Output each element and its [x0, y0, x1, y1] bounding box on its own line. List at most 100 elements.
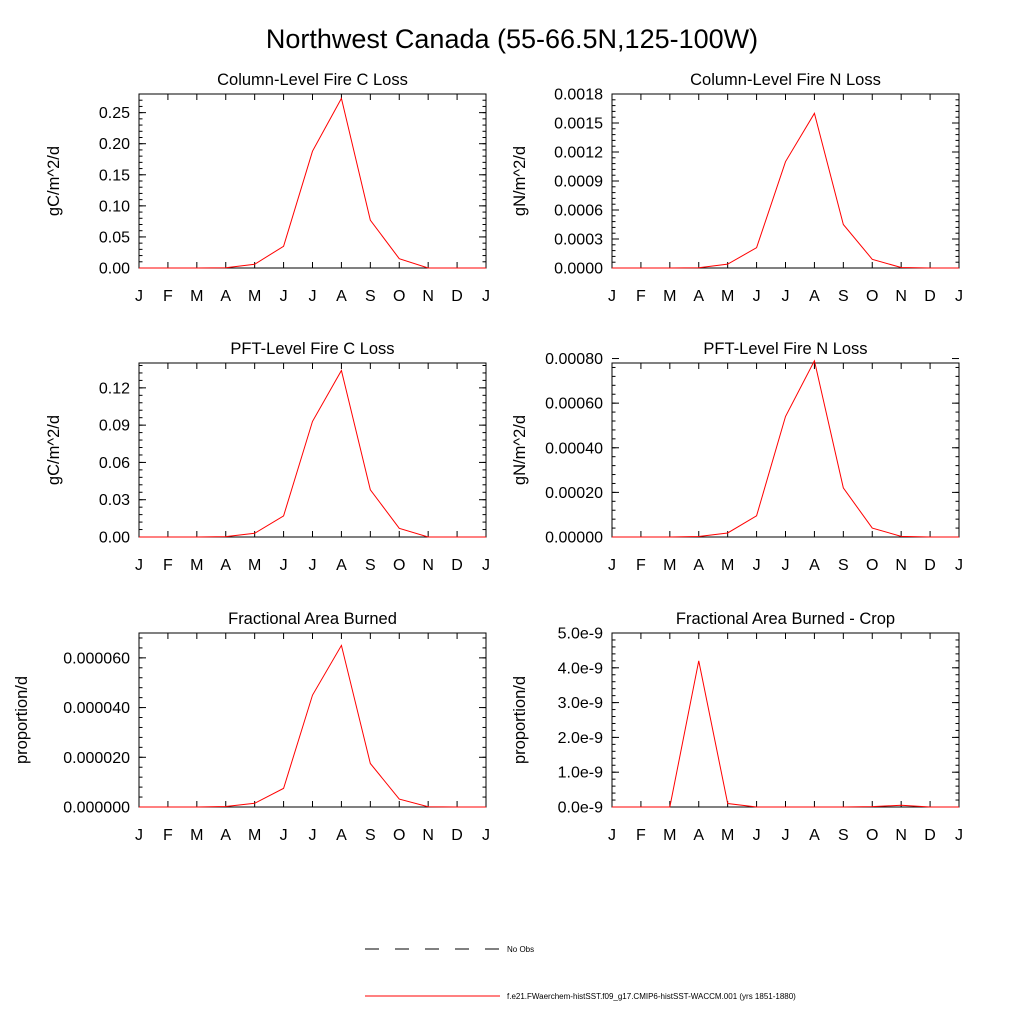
x-tick-label: J	[135, 557, 143, 574]
x-tick-label: J	[782, 557, 790, 574]
y-tick-label: 0.03	[99, 492, 130, 509]
series-line	[612, 660, 959, 808]
plot-frame	[138, 632, 487, 808]
plot-frame	[138, 362, 487, 538]
x-tick-label: A	[809, 827, 820, 844]
x-tick-label: A	[693, 288, 704, 305]
x-tick-label: A	[220, 288, 231, 305]
series-line	[612, 359, 959, 538]
x-tick-label: F	[636, 557, 646, 574]
x-tick-label: J	[955, 827, 963, 844]
x-tick-label: D	[924, 827, 936, 844]
figure-title: Northwest Canada (55-66.5N,125-100W)	[266, 24, 758, 54]
x-tick-label: D	[451, 557, 463, 574]
legend: No Obs f.e21.FWaerchem-histSST.f09_g17.C…	[365, 945, 796, 1001]
x-tick-label: M	[190, 557, 203, 574]
x-tick-label: S	[365, 827, 376, 844]
y-tick-label: 0.15	[99, 167, 130, 184]
x-tick-label: J	[753, 557, 761, 574]
x-tick-label: A	[809, 288, 820, 305]
x-tick-label: J	[280, 557, 288, 574]
x-tick-label: M	[248, 827, 261, 844]
y-tick-label: 0.0015	[554, 116, 603, 133]
y-tick-label: 0.00000	[545, 530, 603, 547]
y-tick-label: 0.20	[99, 136, 130, 153]
x-tick-label: F	[163, 557, 173, 574]
panel-title: Column-Level Fire C Loss	[217, 71, 408, 89]
panel-title: Fractional Area Burned	[228, 610, 397, 628]
y-tick-label: 0.0000	[554, 261, 603, 278]
y-tick-label: 0.0006	[554, 203, 603, 220]
x-tick-label: J	[753, 827, 761, 844]
x-tick-label: S	[838, 557, 849, 574]
y-tick-label: 0.00060	[545, 396, 603, 413]
y-tick-label: 0.10	[99, 198, 130, 215]
x-tick-label: A	[336, 288, 347, 305]
x-tick-label: M	[721, 288, 734, 305]
x-tick-label: J	[309, 557, 317, 574]
y-tick-label: 1.0e-9	[558, 765, 603, 782]
x-tick-label: N	[895, 288, 907, 305]
plot-frame	[611, 362, 960, 538]
series-line	[139, 96, 486, 269]
x-tick-label: J	[608, 557, 616, 574]
x-tick-label: N	[422, 827, 434, 844]
y-tick-label: 0.06	[99, 455, 130, 472]
x-tick-label: D	[924, 557, 936, 574]
y-tick-label: 0.00020	[545, 485, 603, 502]
x-tick-label: M	[663, 288, 676, 305]
x-tick-label: O	[393, 288, 405, 305]
x-tick-label: J	[135, 288, 143, 305]
series-line	[139, 644, 486, 808]
y-tick-label: 0.0e-9	[558, 800, 603, 817]
x-tick-label: F	[636, 288, 646, 305]
x-tick-label: J	[608, 827, 616, 844]
y-axis-label: proportion/d	[13, 676, 31, 764]
y-axis-label: gC/m^2/d	[45, 415, 63, 485]
y-tick-label: 0.0003	[554, 232, 603, 249]
x-tick-label: J	[955, 288, 963, 305]
legend-label-model: f.e21.FWaerchem-histSST.f09_g17.CMIP6-hi…	[507, 992, 796, 1001]
x-tick-label: J	[482, 557, 490, 574]
x-tick-label: M	[248, 288, 261, 305]
x-tick-label: J	[782, 288, 790, 305]
x-tick-label: A	[336, 827, 347, 844]
y-tick-label: 0.000020	[63, 750, 130, 767]
x-tick-label: S	[838, 288, 849, 305]
x-tick-label: A	[220, 557, 231, 574]
y-tick-label: 0.00	[99, 530, 130, 547]
x-tick-label: S	[365, 557, 376, 574]
y-tick-label: 0.12	[99, 380, 130, 397]
x-tick-label: M	[190, 288, 203, 305]
x-tick-label: D	[924, 288, 936, 305]
x-tick-label: A	[336, 557, 347, 574]
x-tick-label: A	[693, 557, 704, 574]
x-tick-label: F	[163, 288, 173, 305]
x-tick-label: J	[782, 827, 790, 844]
y-tick-label: 3.0e-9	[558, 695, 603, 712]
x-tick-label: J	[280, 827, 288, 844]
x-tick-label: M	[663, 827, 676, 844]
x-tick-label: O	[393, 827, 405, 844]
panel-title: Column-Level Fire N Loss	[690, 71, 881, 89]
y-tick-label: 0.0018	[554, 87, 603, 104]
panel-title: PFT-Level Fire C Loss	[230, 340, 394, 358]
x-tick-label: J	[309, 288, 317, 305]
x-tick-label: O	[393, 557, 405, 574]
y-tick-label: 0.000000	[63, 800, 130, 817]
x-tick-label: M	[663, 557, 676, 574]
y-tick-label: 4.0e-9	[558, 660, 603, 677]
x-tick-label: F	[163, 827, 173, 844]
x-tick-label: N	[895, 827, 907, 844]
y-tick-label: 0.05	[99, 229, 130, 246]
plot-frame	[611, 93, 960, 269]
x-tick-label: S	[365, 288, 376, 305]
y-tick-label: 0.00	[99, 261, 130, 278]
x-tick-label: J	[482, 288, 490, 305]
y-tick-label: 5.0e-9	[558, 626, 603, 643]
y-tick-label: 0.00080	[545, 351, 603, 368]
